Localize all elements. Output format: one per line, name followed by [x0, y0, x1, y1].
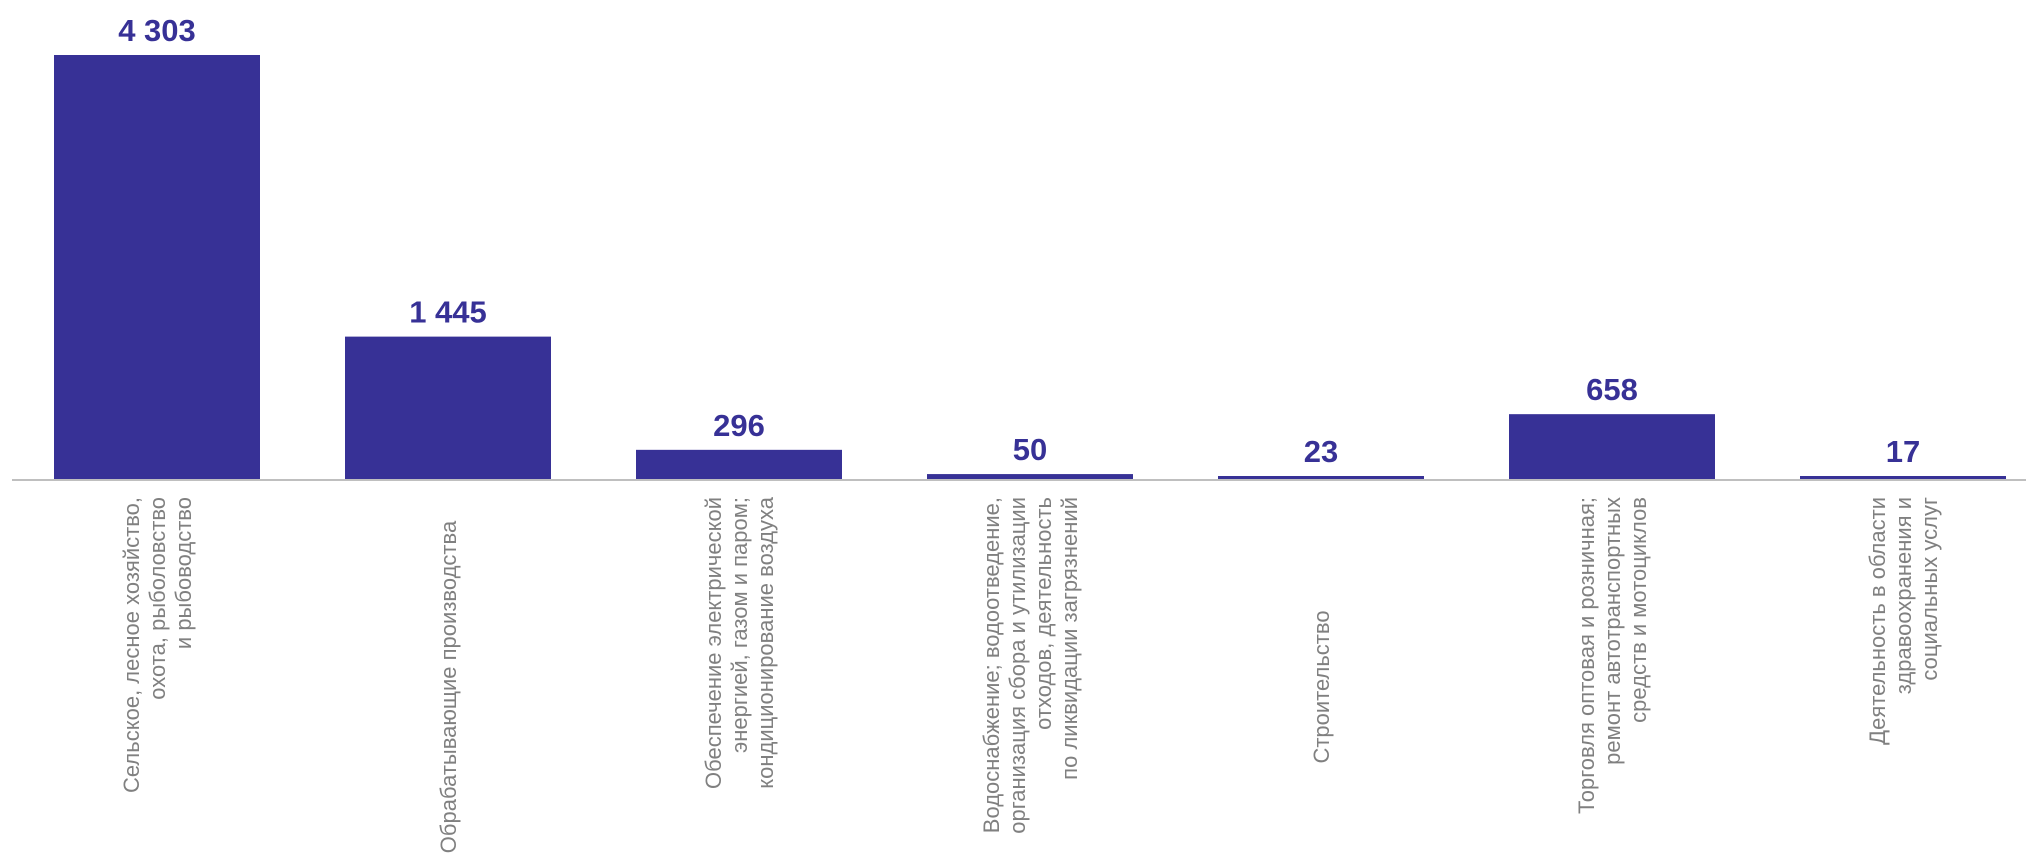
data-label: 1 445 — [409, 295, 487, 330]
data-label: 4 303 — [118, 13, 196, 48]
bar — [1800, 476, 2006, 479]
category-label: Обеспечение электрической энергией, газом… — [701, 496, 778, 789]
category-label-line: Водоснабжение; водоотведение, — [979, 497, 1004, 833]
category-label-line: Обеспечение электрической — [701, 497, 726, 789]
category-label-line: Деятельность в области — [1865, 497, 1890, 745]
bar — [1509, 414, 1715, 479]
data-label: 658 — [1586, 372, 1638, 407]
category-label-line: энергией, газом и паром; — [727, 497, 752, 753]
bar — [54, 55, 260, 479]
bar — [345, 336, 551, 479]
category-label-line: социальных услуг — [1917, 497, 1942, 681]
category-label-line: охота, рыболовство — [145, 497, 170, 700]
bar — [927, 474, 1133, 479]
category-label-line: ремонт автотранспортных — [1600, 497, 1625, 765]
bar — [1218, 476, 1424, 479]
data-label: 296 — [713, 408, 765, 443]
category-label-line: по ликвидации загрязнений — [1057, 497, 1082, 780]
category-label-line: средств и мотоциклов — [1626, 497, 1651, 723]
category-label: Водоснабжение; водоотведение, организация… — [979, 497, 1082, 834]
category-label-line: организация сбора и утилизации — [1005, 497, 1030, 834]
category-label: Обрабатывающие производства — [436, 520, 461, 853]
category-label-line: Торговля оптовая и розничная; — [1574, 497, 1599, 814]
category-label-line: Обрабатывающие производства — [436, 520, 461, 853]
value-labels-group: 4 303 1 445 296 50 23 658 17 — [118, 13, 1920, 469]
bars-group — [54, 55, 2006, 479]
data-label: 50 — [1013, 432, 1047, 467]
category-label-line: здравоохранения и — [1891, 497, 1916, 694]
category-label: Строительство — [1309, 610, 1334, 763]
category-label: Сельское, лесное хозяйство, охота, рыболо… — [119, 497, 196, 793]
category-label-line: кондиционирование воздуха — [753, 496, 778, 789]
data-label: 23 — [1304, 434, 1338, 469]
category-label-line: Строительство — [1309, 610, 1334, 763]
data-label: 17 — [1886, 434, 1920, 469]
category-labels-group: Сельское, лесное хозяйство, охота, рыболо… — [119, 496, 1942, 853]
category-label: Торговля оптовая и розничная; ремонт авто… — [1574, 497, 1651, 814]
bar — [636, 449, 842, 479]
category-label-line: отходов, деятельность — [1031, 497, 1056, 730]
category-label-line: и рыбоводство — [171, 497, 196, 649]
category-label-line: Сельское, лесное хозяйство, — [119, 497, 144, 793]
